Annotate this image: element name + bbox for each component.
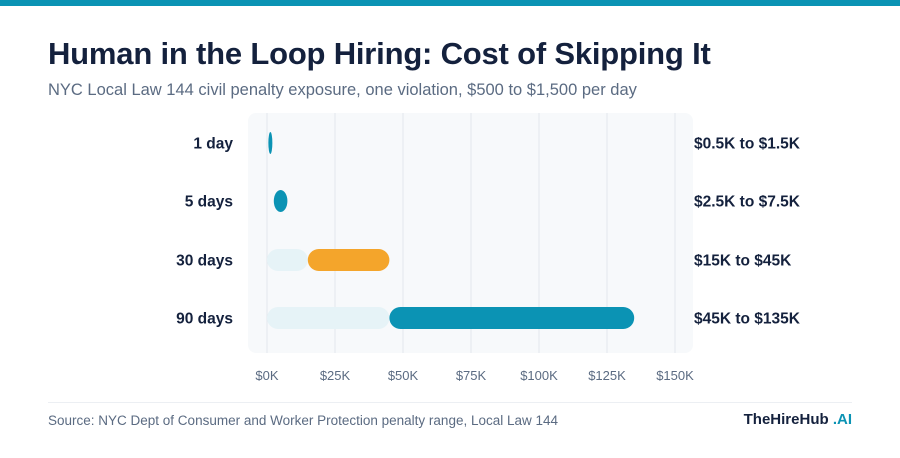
- brand-logo[interactable]: TheHireHub .AI: [744, 411, 852, 428]
- range-label: $45K to $135K: [694, 311, 801, 328]
- range-label: $2.5K to $7.5K: [694, 194, 801, 211]
- row-label: 90 days: [176, 311, 233, 328]
- x-tick-label: $50K: [388, 368, 419, 383]
- range-bar-chart: $0K $25K $50K $75K $100K $125K $150K 1 day $0.5K…: [176, 113, 801, 383]
- baseline-bar: [267, 307, 390, 329]
- range-label: $0.5K to $1.5K: [694, 136, 801, 153]
- x-tick-label: $0K: [255, 368, 278, 383]
- top-accent-bar: [0, 0, 900, 6]
- source-note: Source: NYC Dept of Consumer and Worker …: [48, 413, 559, 428]
- chart-title: Human in the Loop Hiring: Cost of Skippi…: [48, 36, 711, 71]
- row-label: 5 days: [185, 194, 233, 211]
- brand-suffix: .AI: [832, 411, 852, 428]
- range-bar: [389, 307, 635, 329]
- chart-subtitle: NYC Local Law 144 civil penalty exposure…: [48, 81, 637, 99]
- range-bar: [273, 190, 288, 212]
- x-tick-label: $125K: [588, 368, 626, 383]
- x-tick-label: $25K: [320, 368, 351, 383]
- x-tick-label: $100K: [520, 368, 558, 383]
- range-bar: [307, 249, 390, 271]
- x-tick-label: $75K: [456, 368, 487, 383]
- brand-name: TheHireHub: [743, 411, 829, 428]
- baseline-bar: [267, 249, 308, 271]
- row-label: 30 days: [176, 253, 233, 270]
- range-label: $15K to $45K: [694, 253, 792, 270]
- row-label: 1 day: [193, 136, 233, 153]
- x-tick-label: $150K: [656, 368, 694, 383]
- range-bar: [268, 132, 273, 154]
- footer-divider: [48, 402, 852, 403]
